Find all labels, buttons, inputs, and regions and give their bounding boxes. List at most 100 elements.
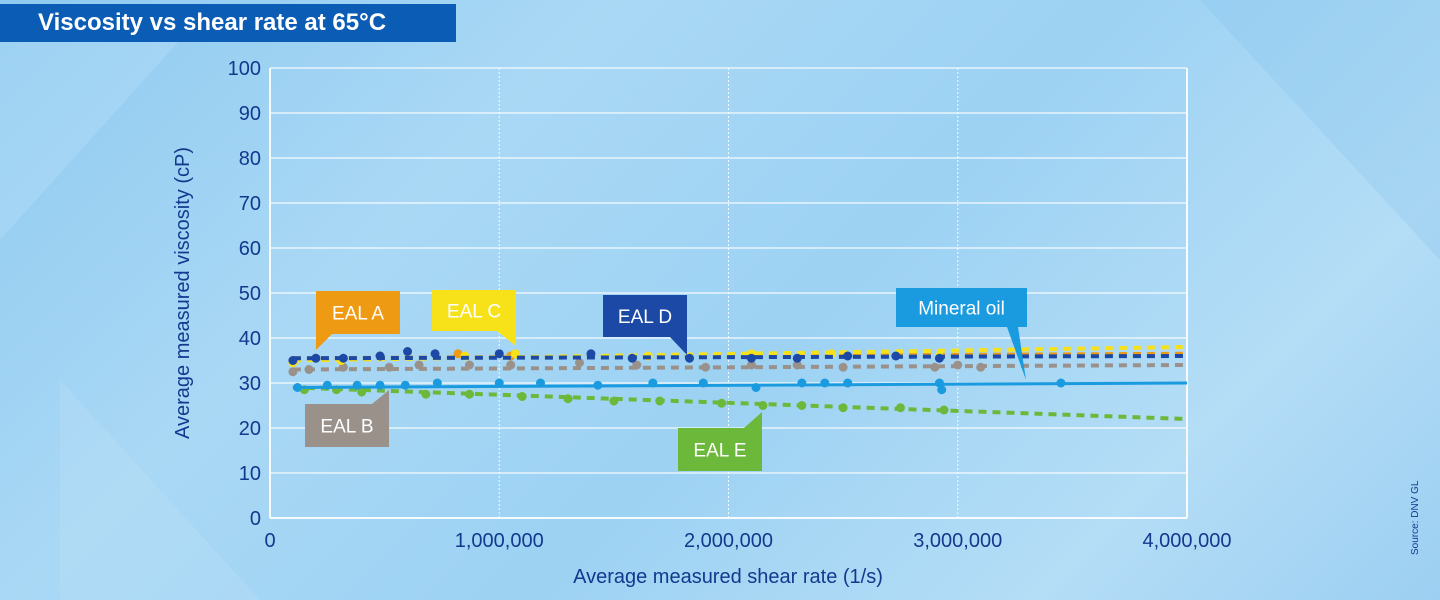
y-tick-label: 0 (250, 508, 261, 530)
data-point (792, 360, 802, 370)
series-callouts: EAL A EAL B EAL C EAL D EAL E Mineral oil (305, 288, 1027, 471)
callout-label: EAL D (618, 307, 672, 328)
background-facet (60, 380, 260, 600)
callout-pointer (1007, 327, 1026, 380)
data-point (820, 378, 830, 388)
callout-box (603, 295, 687, 337)
data-point (375, 351, 385, 361)
data-point (506, 360, 516, 370)
callout-pointer (497, 331, 516, 346)
data-point (414, 360, 424, 370)
x-tick-label: 1,000,000 (455, 530, 544, 552)
callout-pointer (670, 337, 687, 355)
data-point (797, 401, 807, 410)
data-point (536, 378, 546, 388)
data-point (464, 360, 474, 370)
data-point (843, 351, 853, 361)
y-tick-label: 30 (239, 373, 261, 395)
data-point (701, 362, 711, 372)
data-point (400, 380, 410, 390)
x-axis-ticks: 0 1,000,000 2,000,000 3,000,000 4,000,000 (264, 530, 1231, 552)
series-eal-b (288, 358, 1188, 377)
callout-box (305, 404, 389, 447)
data-point (453, 349, 463, 359)
callout-eal-e: EAL E (678, 412, 762, 471)
background-facet (0, 40, 180, 240)
callout-label: EAL B (320, 417, 373, 438)
data-point (792, 353, 802, 363)
data-point (574, 358, 584, 368)
title-banner: Viscosity vs shear rate at 65°C (0, 4, 456, 42)
data-point (655, 396, 665, 406)
trendline (292, 354, 1188, 361)
x-tick-label: 0 (264, 530, 275, 552)
data-point (338, 353, 348, 363)
data-point (593, 380, 603, 390)
y-tick-label: 80 (239, 148, 261, 170)
data-point (375, 380, 385, 390)
data-point (939, 405, 949, 415)
data-point (934, 353, 944, 363)
data-series (288, 345, 1188, 421)
data-point (430, 349, 440, 359)
callout-box (678, 428, 762, 471)
data-point (609, 396, 619, 406)
data-point (384, 362, 394, 372)
callout-label: EAL A (332, 304, 384, 325)
trendline (292, 385, 1188, 421)
data-point (1056, 378, 1066, 388)
data-point (937, 385, 947, 395)
data-point (627, 353, 637, 363)
series-mineral-oil (292, 378, 1188, 395)
y-tick-label: 60 (239, 238, 261, 260)
data-point (311, 353, 321, 363)
y-tick-label: 40 (239, 328, 261, 350)
callout-label: EAL E (693, 441, 746, 462)
data-point (293, 383, 303, 392)
data-point (797, 378, 807, 388)
data-point (517, 392, 527, 401)
data-point (717, 398, 727, 408)
x-tick-label: 2,000,000 (684, 530, 773, 552)
data-point (494, 349, 504, 359)
data-point (632, 360, 642, 370)
callout-label: Mineral oil (918, 299, 1005, 320)
background-facet (1200, 0, 1440, 260)
data-point (288, 367, 298, 377)
trendline (292, 381, 1188, 389)
data-point (432, 378, 442, 388)
y-axis-label: Average measured viscosity (cP) (172, 147, 194, 439)
trendline (292, 345, 1188, 363)
data-point (586, 349, 596, 359)
data-point (751, 383, 761, 392)
data-point (648, 378, 658, 388)
data-point (895, 403, 905, 413)
series-eal-d (288, 347, 1188, 365)
x-axis-label: Average measured shear rate (1/s) (573, 566, 883, 588)
data-point (953, 360, 963, 370)
data-point (934, 378, 944, 388)
data-point (843, 378, 853, 388)
chart-title: Viscosity vs shear rate at 65°C (38, 9, 387, 36)
data-point (746, 360, 756, 370)
data-point (563, 394, 573, 404)
source-note: Source: DNV GL (1410, 480, 1421, 555)
data-point (494, 378, 504, 388)
data-point (838, 362, 848, 372)
data-point (891, 351, 901, 361)
data-point (421, 389, 431, 399)
callout-pointer (744, 412, 762, 428)
callout-box (432, 290, 516, 331)
data-point (685, 353, 695, 363)
data-point (403, 347, 413, 356)
data-point (976, 362, 986, 372)
data-point (746, 353, 756, 363)
data-point (930, 362, 940, 372)
y-tick-label: 100 (228, 58, 261, 80)
y-tick-label: 20 (239, 418, 261, 440)
data-point (352, 380, 362, 390)
x-tick-label: 4,000,000 (1143, 530, 1232, 552)
y-tick-label: 10 (239, 463, 261, 485)
callout-label: EAL C (447, 302, 501, 323)
